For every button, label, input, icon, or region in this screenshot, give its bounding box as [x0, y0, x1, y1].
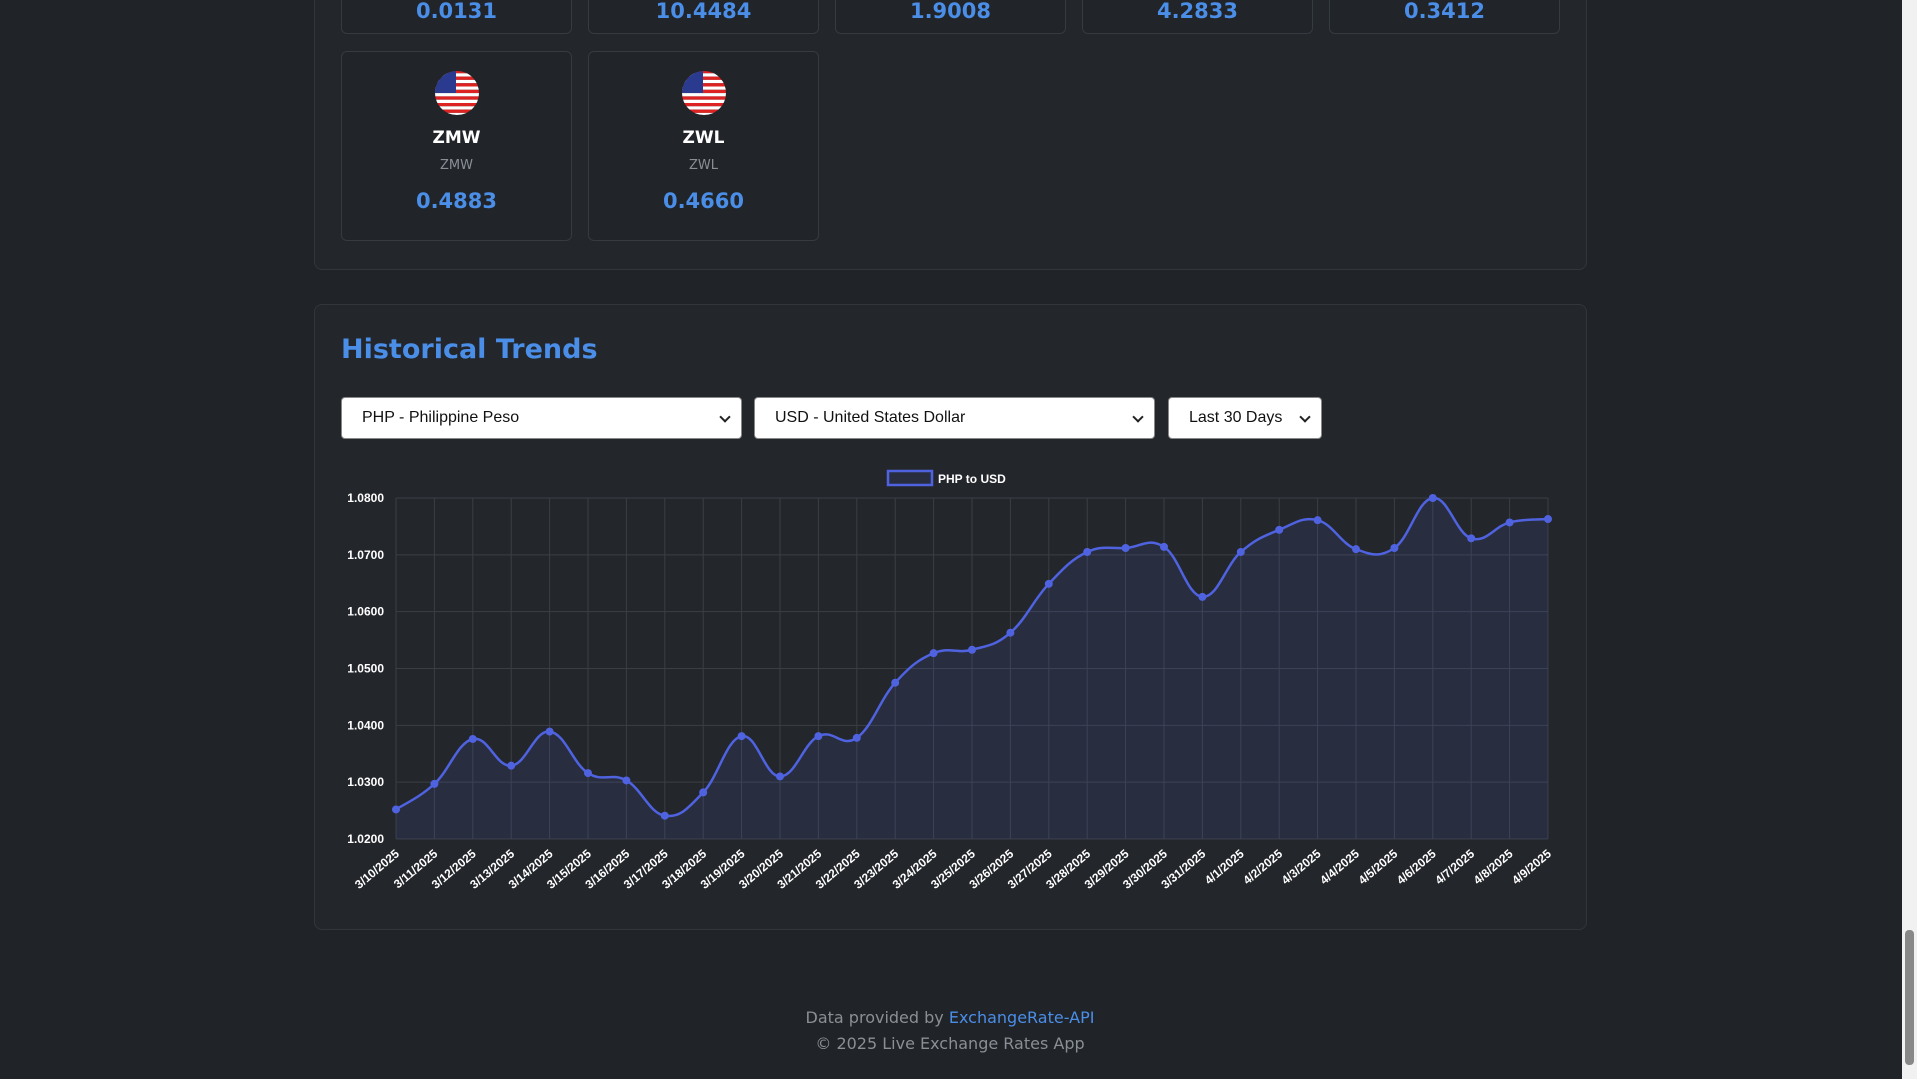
- card-code: ZWL: [682, 128, 725, 148]
- x-tick-label: 4/4/2025: [1317, 846, 1362, 887]
- point: [929, 649, 938, 658]
- rate-card: ZWL ZWL 0.4660: [588, 51, 819, 241]
- point: [1121, 544, 1130, 553]
- x-tick-label: 4/3/2025: [1279, 846, 1324, 887]
- point: [507, 761, 516, 770]
- point: [891, 678, 900, 687]
- y-tick-label: 1.0200: [347, 832, 384, 846]
- y-tick-label: 1.0700: [347, 548, 384, 562]
- y-tick-label: 1.0800: [347, 491, 384, 505]
- scrollbar[interactable]: [1902, 0, 1917, 1079]
- point: [1467, 534, 1476, 543]
- footer-text: Data provided by: [805, 1008, 944, 1027]
- point: [1390, 544, 1399, 553]
- rate-card: 0.0131: [341, 0, 572, 34]
- rate-card: 0.3412: [1329, 0, 1560, 34]
- api-link[interactable]: ExchangeRate-API: [948, 1008, 1095, 1027]
- y-tick-label: 1.0400: [347, 718, 384, 732]
- point: [1198, 592, 1207, 601]
- flag-icon: [342, 70, 571, 116]
- point: [1505, 518, 1514, 527]
- point: [1275, 525, 1284, 534]
- point: [1006, 628, 1015, 637]
- area: [396, 497, 1548, 839]
- card-rate: 0.4660: [662, 189, 745, 213]
- point: [1544, 515, 1552, 524]
- point: [699, 788, 708, 797]
- rate-card: 4.2833: [1082, 0, 1313, 34]
- point: [776, 772, 784, 781]
- point: [392, 805, 400, 814]
- point: [430, 779, 439, 788]
- point: [1083, 547, 1092, 556]
- point: [968, 645, 976, 654]
- card-rate: 4.2833: [1156, 0, 1239, 23]
- card-name: ZMW: [440, 158, 473, 173]
- section-title: Historical Trends: [341, 334, 598, 365]
- x-tick-label: 4/1/2025: [1202, 846, 1247, 887]
- card-rate: 1.9008: [909, 0, 992, 23]
- point: [1044, 579, 1053, 588]
- x-tick-label: 4/6/2025: [1394, 846, 1439, 887]
- flag-icon: [589, 70, 818, 116]
- card-code: ZMW: [432, 128, 481, 148]
- rate-card: ZMW ZMW 0.4883: [341, 51, 572, 241]
- point: [584, 769, 592, 778]
- point: [1236, 547, 1245, 556]
- range-select[interactable]: Last 30 Days: [1168, 397, 1322, 439]
- point: [622, 776, 631, 785]
- y-tick-label: 1.0300: [347, 775, 384, 789]
- point: [468, 734, 477, 743]
- point: [545, 727, 554, 736]
- card-rate: 0.4883: [415, 189, 498, 213]
- rate-card: 1.9008: [835, 0, 1066, 34]
- point: [1313, 516, 1322, 525]
- y-tick-label: 1.0600: [347, 605, 384, 619]
- y-tick-label: 1.0500: [347, 662, 384, 676]
- point: [1428, 494, 1437, 502]
- scroll-thumb[interactable]: [1905, 930, 1914, 1065]
- point: [660, 811, 669, 820]
- card-rate: 0.3412: [1403, 0, 1486, 23]
- point: [737, 732, 746, 741]
- x-tick-label: 4/2/2025: [1240, 846, 1285, 887]
- x-tick-label: 4/8/2025: [1471, 846, 1516, 887]
- from-select[interactable]: PHP - Philippine Peso: [341, 397, 742, 439]
- rate-card: 10.4484: [588, 0, 819, 34]
- to-select[interactable]: USD - United States Dollar: [754, 397, 1155, 439]
- point: [1160, 542, 1168, 551]
- copyright: © 2025 Live Exchange Rates App: [815, 1034, 1085, 1053]
- point: [1352, 545, 1360, 554]
- x-tick-label: 4/7/2025: [1432, 846, 1477, 887]
- point: [852, 733, 861, 742]
- point: [814, 732, 823, 741]
- legend-swatch: [886, 469, 934, 487]
- card-rate: 10.4484: [655, 0, 752, 23]
- x-tick-label: 4/5/2025: [1356, 846, 1401, 887]
- legend-label: PHP to USD: [938, 472, 1006, 486]
- x-tick-label: 4/9/2025: [1509, 846, 1554, 887]
- footer-line: Data provided by ExchangeRate-API: [0, 1008, 1900, 1027]
- card-rate: 0.0131: [415, 0, 498, 23]
- card-name: ZWL: [688, 158, 718, 173]
